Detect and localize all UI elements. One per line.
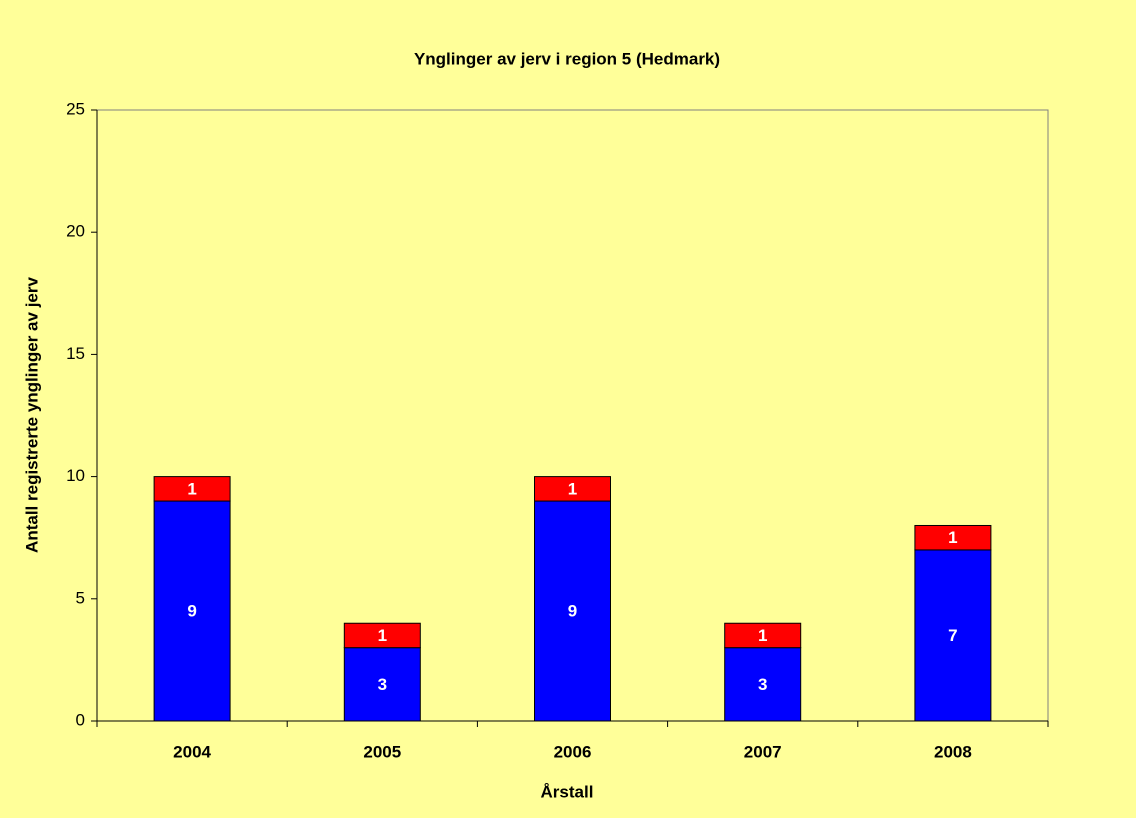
bar-segment	[153, 500, 231, 722]
x-tick-label: 2006	[554, 742, 592, 761]
x-tick-label: 2004	[173, 742, 211, 761]
data-label: 1	[568, 479, 577, 498]
bar-segment	[724, 622, 802, 649]
y-tick-label: 15	[66, 344, 85, 363]
chart-title: Ynglinger av jerv i region 5 (Hedmark)	[414, 49, 720, 68]
y-tick-label: 10	[66, 466, 85, 485]
bar-segment	[343, 622, 421, 649]
bar-segment	[153, 476, 231, 502]
y-axis-label: Antall registrerte ynglinger av jerv	[22, 277, 41, 553]
data-label: 1	[378, 626, 387, 645]
bar-segment	[534, 500, 611, 722]
y-tick-label: 0	[76, 710, 85, 729]
bar-segment	[534, 476, 611, 502]
x-tick-label: 2008	[934, 742, 972, 761]
data-label: 7	[948, 626, 957, 645]
y-tick-label: 20	[66, 222, 85, 241]
data-label: 1	[948, 528, 957, 547]
x-tick-label: 2005	[363, 742, 401, 761]
bar-segment	[914, 524, 992, 551]
y-tick-label: 5	[76, 588, 85, 607]
bar-segment	[343, 647, 421, 722]
y-tick-label: 25	[66, 99, 85, 118]
data-label: 3	[758, 675, 767, 694]
data-label: 1	[758, 626, 767, 645]
data-label: 9	[187, 602, 196, 621]
data-label: 9	[568, 602, 577, 621]
bar-segment	[724, 647, 802, 722]
x-tick-label: 2007	[744, 742, 782, 761]
x-axis-label: Årstall	[541, 782, 594, 801]
data-label: 3	[378, 675, 387, 694]
bar-segment	[914, 549, 992, 722]
data-label: 1	[187, 479, 196, 498]
